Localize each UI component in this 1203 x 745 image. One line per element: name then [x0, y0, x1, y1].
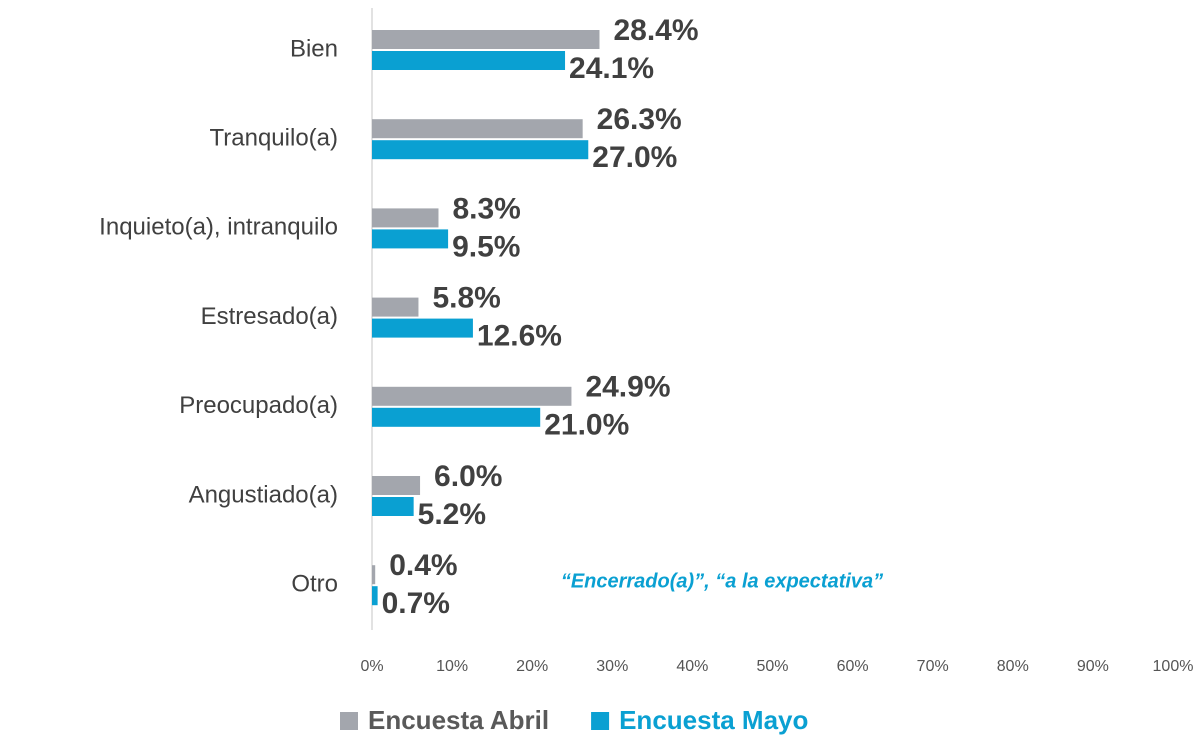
category-label: Tranquilo(a)	[210, 125, 339, 152]
bar	[372, 140, 589, 160]
category-label: Otro	[291, 571, 338, 598]
bar	[372, 229, 449, 249]
value-label: 6.0%	[434, 460, 502, 493]
x-tick-label: 50%	[756, 658, 788, 675]
x-tick-label: 30%	[596, 658, 628, 675]
bar	[372, 586, 378, 606]
value-label: 24.1%	[569, 52, 654, 85]
value-label: 12.6%	[477, 320, 562, 353]
value-label: 24.9%	[585, 371, 670, 404]
bar	[372, 497, 414, 516]
bar	[372, 407, 541, 427]
x-tick-label: 70%	[917, 658, 949, 675]
value-label: 21.0%	[544, 409, 629, 442]
bar	[372, 297, 419, 317]
x-tick-label: 80%	[997, 658, 1029, 675]
bar	[372, 208, 439, 228]
legend-swatch	[591, 712, 610, 730]
legend-label: Encuesta Abril	[368, 705, 549, 735]
x-tick-label: 60%	[837, 658, 869, 675]
x-tick-label: 10%	[436, 658, 468, 675]
value-label: 9.5%	[452, 230, 520, 263]
category-label: Estresado(a)	[201, 303, 338, 330]
value-label: 26.3%	[597, 103, 682, 136]
bar	[372, 51, 566, 70]
value-label: 5.2%	[418, 498, 486, 531]
bar	[372, 476, 421, 495]
bar	[372, 386, 572, 406]
x-tick-label: 90%	[1077, 658, 1109, 675]
bar	[372, 119, 583, 139]
bar	[372, 30, 600, 49]
x-tick-label: 20%	[516, 658, 548, 675]
bar	[372, 318, 473, 338]
category-label: Preocupado(a)	[179, 392, 338, 419]
value-label: 5.8%	[432, 282, 500, 315]
value-label: 0.4%	[389, 549, 457, 582]
value-label: 28.4%	[613, 14, 698, 47]
annotation: “Encerrado(a)”, “a la expectativa”	[561, 570, 883, 592]
value-label: 8.3%	[452, 192, 520, 225]
value-label: 0.7%	[382, 587, 450, 620]
bar	[372, 565, 376, 585]
legend-swatch	[340, 712, 358, 730]
category-label: Angustiado(a)	[189, 481, 338, 508]
x-tick-label: 0%	[360, 658, 383, 675]
category-label: Bien	[290, 35, 338, 62]
value-label: 27.0%	[592, 141, 677, 174]
legend-label: Encuesta Mayo	[619, 705, 808, 735]
category-label: Inquieto(a), intranquilo	[99, 214, 338, 241]
x-tick-label: 40%	[676, 658, 708, 675]
x-tick-label: 100%	[1153, 658, 1194, 675]
